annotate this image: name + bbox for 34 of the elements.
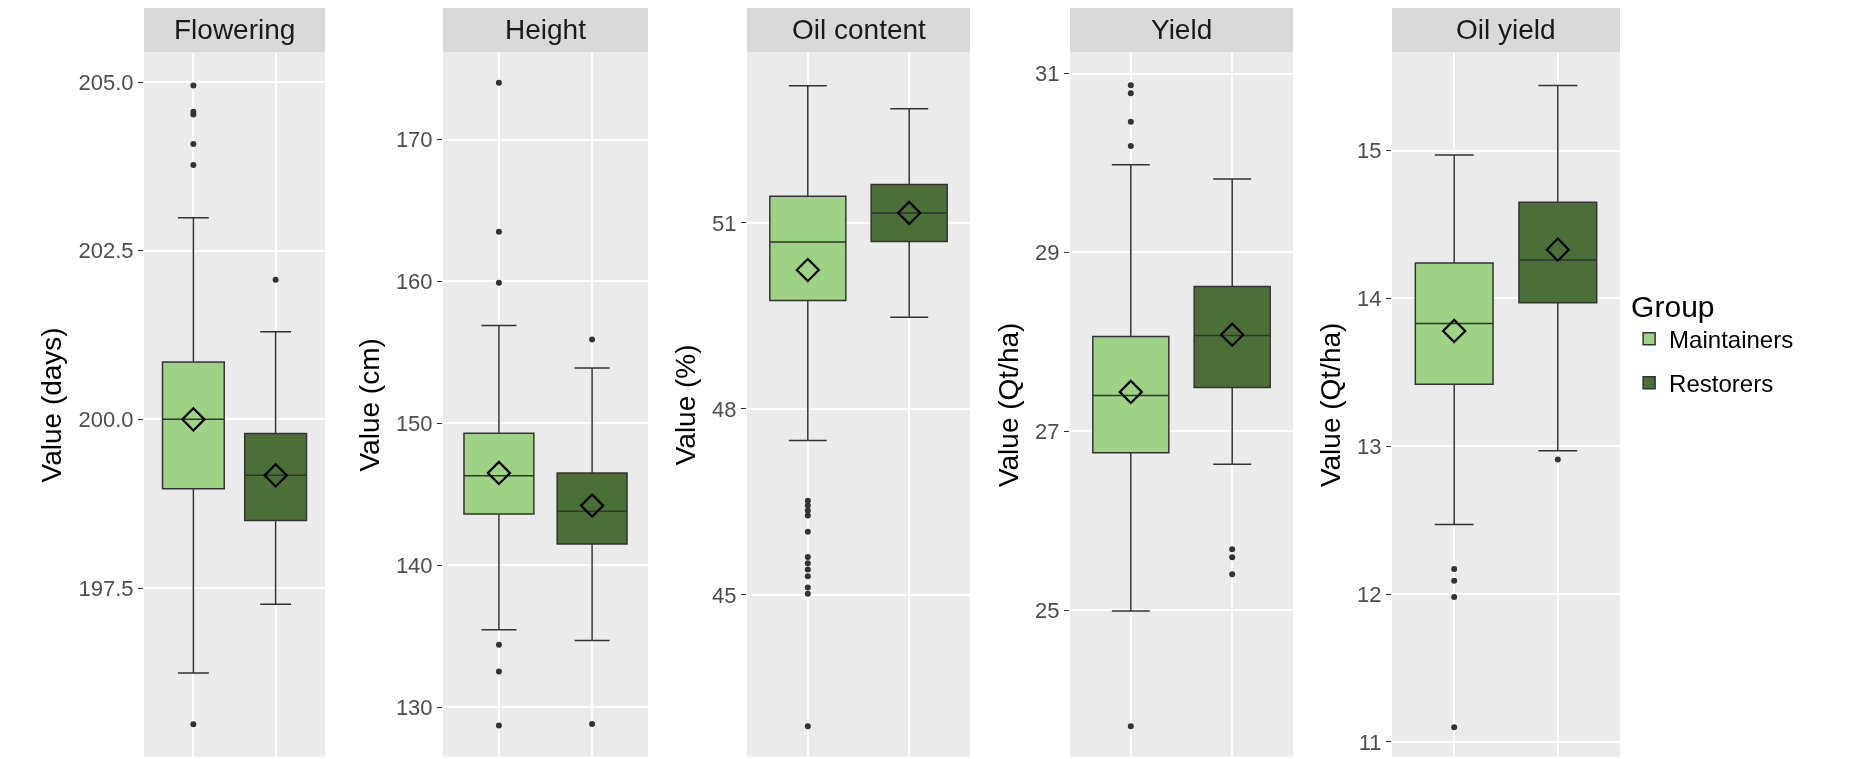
y-tick-label: 51 xyxy=(712,210,737,236)
y-tick-label: 15 xyxy=(1357,138,1382,164)
y-tick-label: 200.0 xyxy=(78,407,134,433)
y-tick-label: 27 xyxy=(1035,418,1060,444)
y-tick-label: 160 xyxy=(395,269,433,295)
y-tick-label: 140 xyxy=(395,552,433,578)
y-axis-title: Value (Qt/ha) xyxy=(992,322,1024,488)
y-tick-label: 170 xyxy=(395,127,433,153)
y-tick-label: 45 xyxy=(712,582,737,608)
y-tick-label: 31 xyxy=(1035,61,1060,87)
y-tick-label: 13 xyxy=(1357,433,1382,459)
legend-label: Maintainers xyxy=(1669,326,1794,354)
chart-title: Oil content xyxy=(792,14,927,45)
legend-label: Restorers xyxy=(1669,370,1774,398)
y-tick-label: 205.0 xyxy=(78,69,134,95)
chart-title: Height xyxy=(505,14,587,45)
y-tick-label: 202.5 xyxy=(78,238,134,264)
y-tick-label: 48 xyxy=(712,396,737,422)
y-tick-label: 12 xyxy=(1357,581,1382,607)
y-tick-label: 29 xyxy=(1035,240,1060,266)
y-tick-label: 14 xyxy=(1357,286,1382,312)
chart-title: Flowering xyxy=(174,14,296,45)
y-tick-label: 25 xyxy=(1035,597,1060,623)
y-tick-label: 197.5 xyxy=(78,575,134,601)
y-tick-label: 150 xyxy=(395,411,433,437)
legend-title: Group xyxy=(1631,289,1715,323)
y-axis-title: Value (days) xyxy=(36,327,68,483)
y-axis-title: Value (%) xyxy=(669,344,701,466)
y-axis-title: Value (cm) xyxy=(353,338,385,472)
chart-title: Yield xyxy=(1151,14,1213,45)
y-axis-title: Value (Qt/ha) xyxy=(1314,322,1346,488)
y-tick-label: 11 xyxy=(1358,729,1382,755)
chart-title: Oil yield xyxy=(1456,14,1556,45)
y-tick-label: 130 xyxy=(395,694,433,720)
